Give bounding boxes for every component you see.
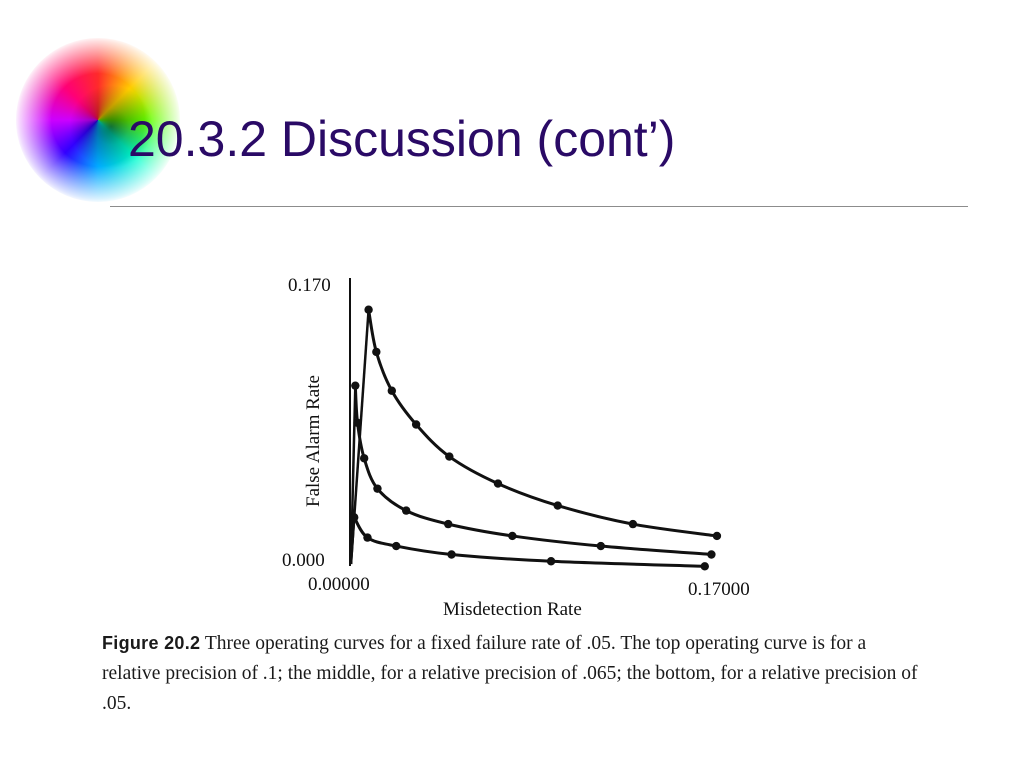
figure-caption: Figure 20.2 Three operating curves for a… — [102, 628, 926, 719]
series-3-point-1 — [350, 513, 359, 522]
title-divider — [110, 206, 968, 207]
series-3-point-5 — [546, 557, 556, 566]
series-3-point-6 — [700, 562, 709, 571]
y-tick-label-bottom: 0.000 — [282, 550, 325, 571]
y-tick-label-top: 0.170 — [288, 275, 331, 296]
series-1-point-8 — [628, 519, 638, 529]
series-3-line — [352, 516, 705, 568]
series-2-point-6 — [444, 519, 453, 529]
series-1-point-7 — [553, 501, 562, 510]
x-tick-label-right: 0.17000 — [688, 579, 750, 600]
series-1-point-5 — [445, 452, 454, 461]
x-axis-label: Misdetection Rate — [443, 599, 582, 620]
series-2-point-1 — [351, 381, 360, 390]
figure: 0.170 0.000 0.00000 0.17000 Misdetection… — [96, 260, 936, 730]
caption-text: Three operating curves for a fixed failu… — [102, 633, 918, 714]
series-3-point-4 — [447, 550, 456, 559]
caption-label: Figure 20.2 — [102, 633, 201, 653]
series-1-point-2 — [372, 347, 381, 357]
series-1-point-1 — [364, 305, 373, 314]
series-1-point-3 — [387, 386, 397, 395]
x-tick-label-left: 0.00000 — [308, 574, 370, 595]
series-2-point-4 — [373, 484, 382, 493]
series-2-point-8 — [596, 541, 606, 551]
series-1-point-4 — [411, 420, 421, 429]
y-axis-label: False Alarm Rate — [303, 375, 324, 507]
series-2-point-9 — [707, 550, 716, 559]
series-2-point-7 — [508, 531, 517, 541]
series-3-axis-rise — [349, 517, 356, 565]
series-1-point-6 — [493, 479, 503, 488]
series-2-point-3 — [359, 454, 369, 463]
series-2-point-5 — [401, 506, 411, 515]
color-orb-decoration — [16, 38, 180, 202]
series-3-point-2 — [363, 533, 372, 542]
operating-curves-chart: 0.170 0.000 0.00000 0.17000 Misdetection… — [282, 275, 750, 620]
slide-title: 20.3.2 Discussion (cont’) — [128, 111, 676, 167]
series-2-axis-rise — [349, 385, 357, 565]
series-1-point-9 — [712, 531, 722, 541]
series-3-point-3 — [392, 541, 401, 551]
series-2-point-2 — [353, 418, 362, 428]
series-1-line — [367, 309, 718, 538]
